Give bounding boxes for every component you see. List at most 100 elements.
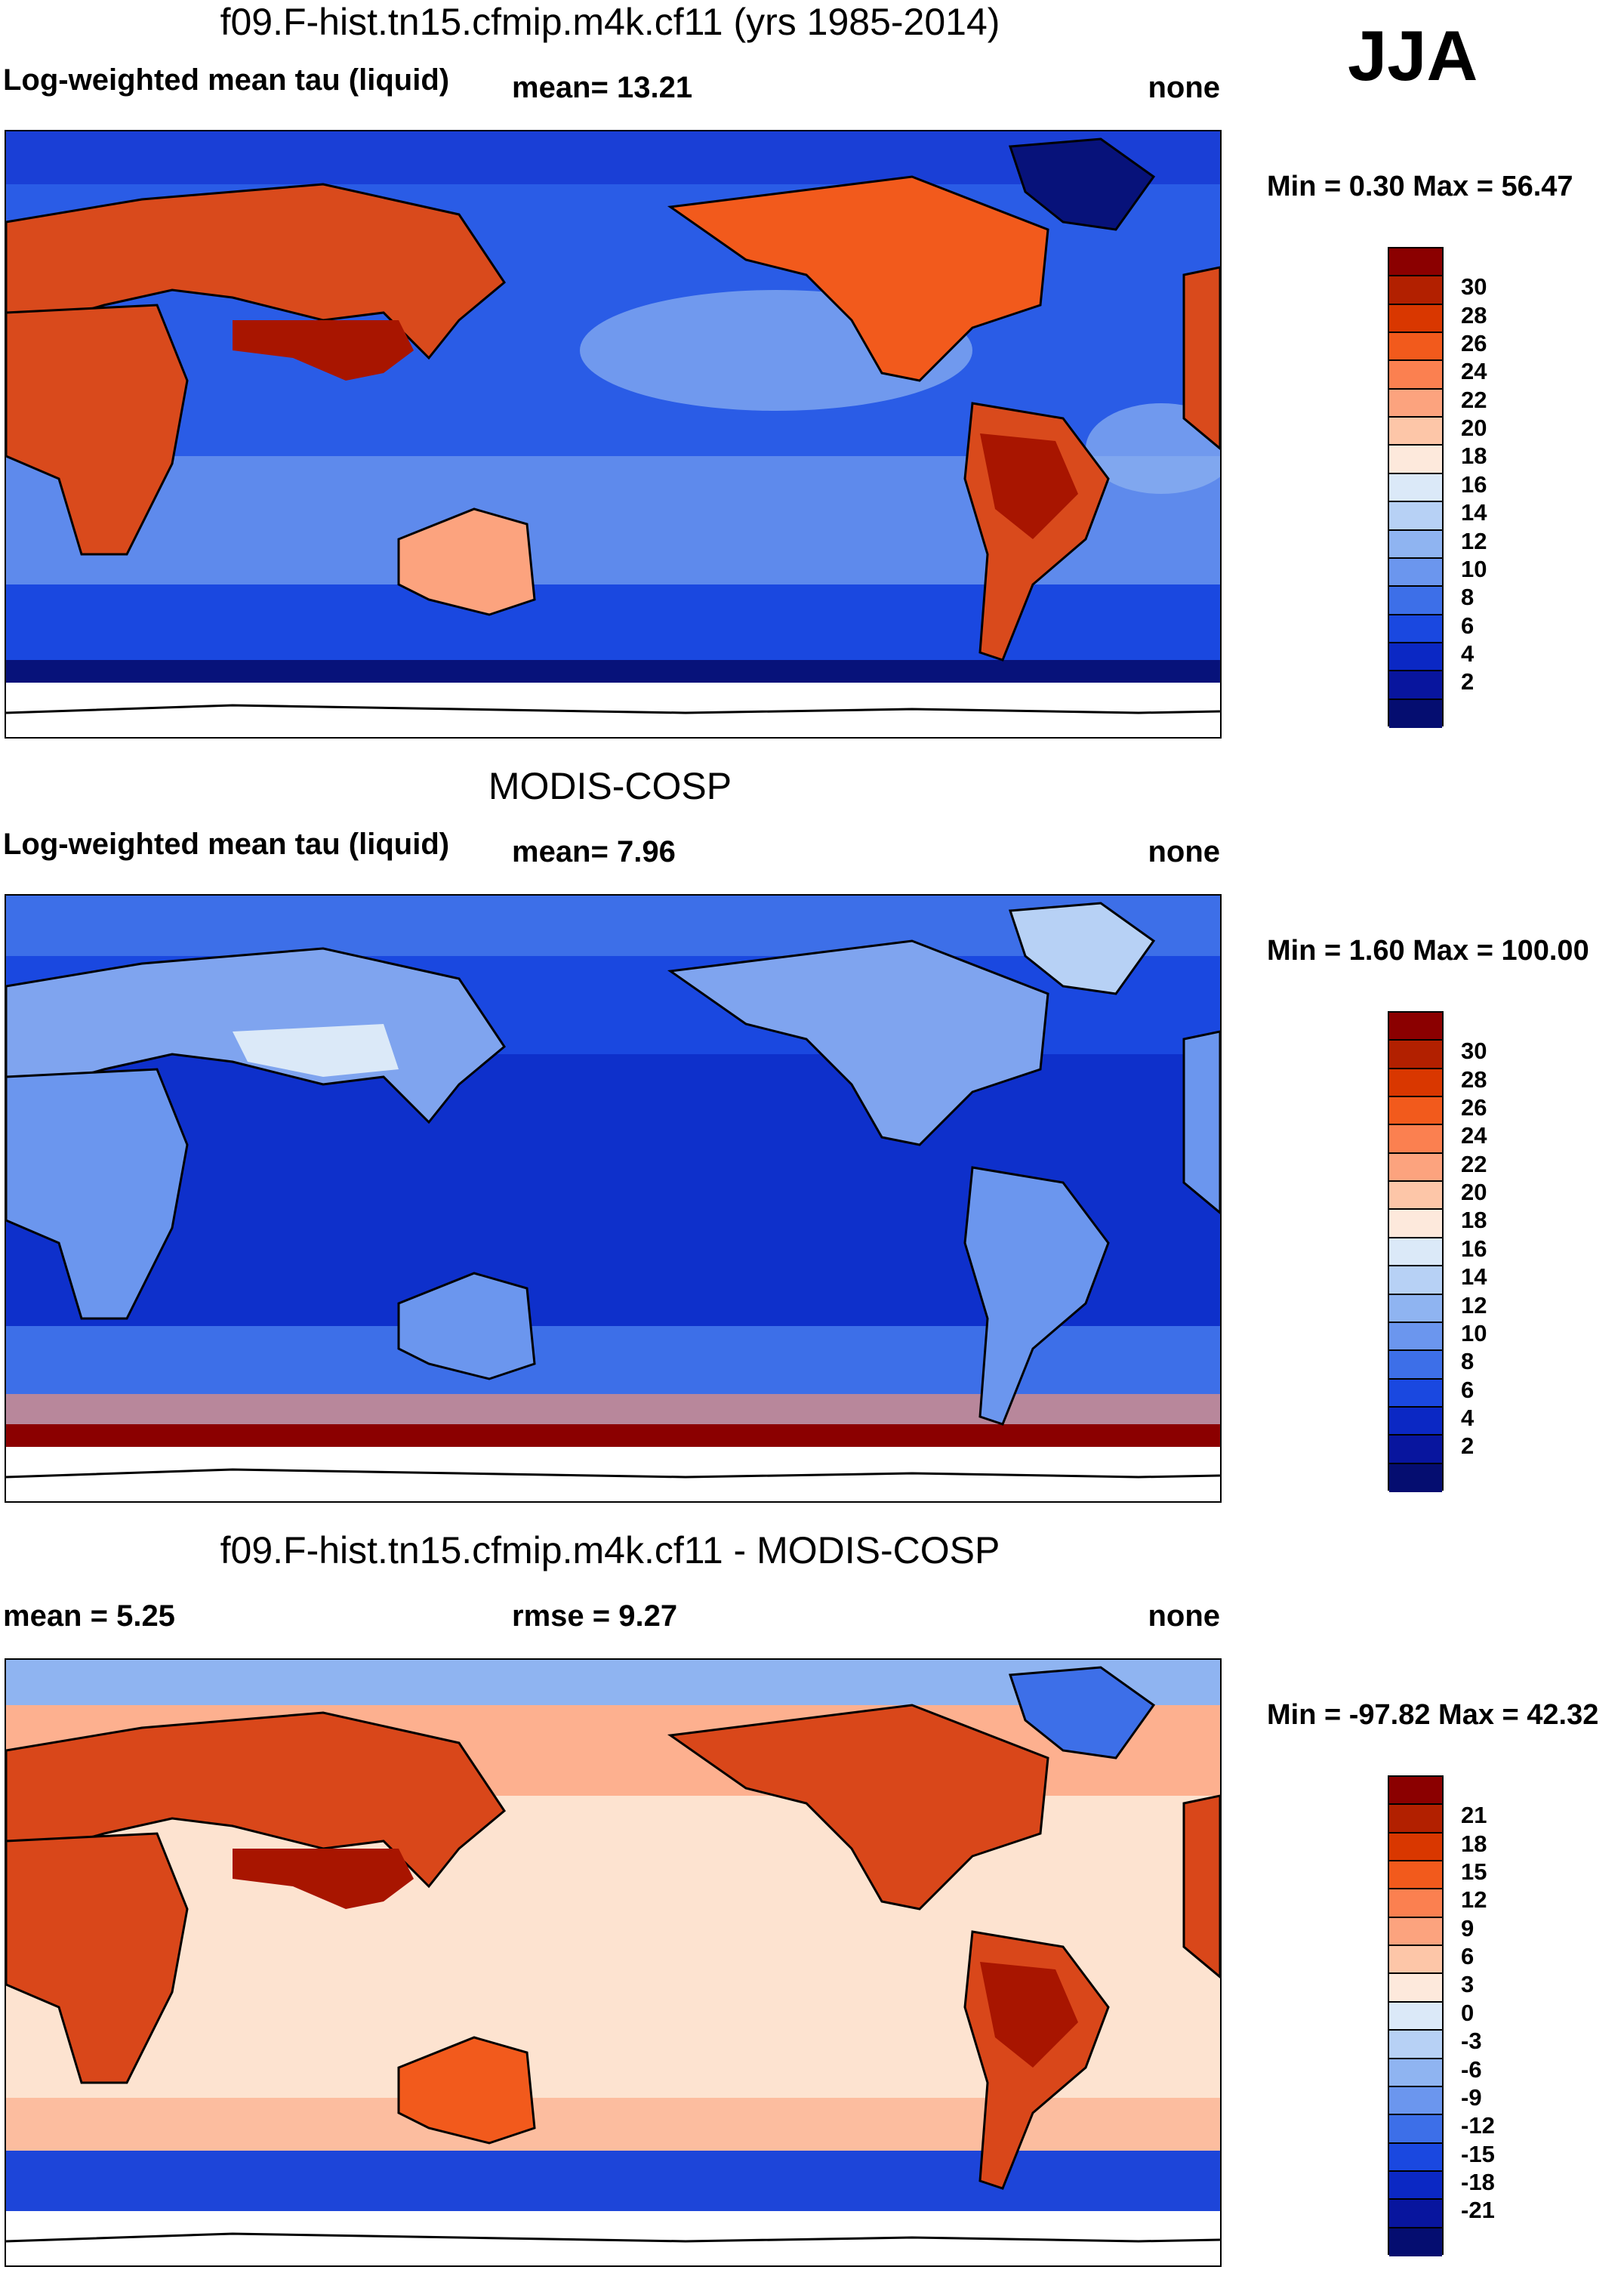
north-america (667, 1704, 1049, 1911)
colorbar-tick-label: -18 (1461, 2168, 1495, 2195)
australia (397, 2036, 536, 2145)
south-america (963, 1166, 1110, 1426)
colorbar-swatch (1389, 248, 1442, 277)
north-america (667, 939, 1049, 1146)
colorbar-swatch (1389, 389, 1442, 418)
colorbar-swatch (1389, 699, 1442, 728)
colorbar-swatch (1389, 1833, 1442, 1862)
colorbar-swatch (1389, 1069, 1442, 1098)
colorbar-swatch (1389, 1946, 1442, 1975)
colorbar-tick-label: -3 (1461, 2028, 1482, 2055)
africa-west-edge (1182, 1030, 1220, 1214)
colorbar-swatch (1389, 1889, 1442, 1918)
colorbar-tick-label: 30 (1461, 273, 1487, 301)
diff-map-svg (6, 1660, 1220, 2265)
colorbar-tick-label: 22 (1461, 1150, 1487, 1177)
colorbar-tick-label: 18 (1461, 1830, 1487, 1857)
colorbar-tick-label: 21 (1461, 1802, 1487, 1829)
antarctica-coast (6, 704, 1220, 714)
colorbar-tick-label: 8 (1461, 584, 1475, 611)
colorbar-swatch (1389, 671, 1442, 700)
obs-map-svg (6, 896, 1220, 1501)
colorbar-swatch (1389, 2228, 1442, 2256)
colorbar-tick-label: -9 (1461, 2083, 1482, 2111)
colorbar-swatch (1389, 1153, 1442, 1183)
colorbar-swatch (1389, 1407, 1442, 1436)
colorbar-swatch (1389, 1210, 1442, 1238)
colorbar-swatch (1389, 1917, 1442, 1947)
colorbar-swatch (1389, 446, 1442, 474)
atlantic-stratus (1086, 403, 1220, 494)
colorbar-tick-label: 18 (1461, 443, 1487, 470)
australia (397, 1272, 536, 1380)
colorbar-swatch (1389, 530, 1442, 559)
colorbar-swatch (1389, 1974, 1442, 2003)
colorbar-swatch (1389, 1266, 1442, 1295)
colorbar-tick-label: 12 (1461, 527, 1487, 554)
colorbar-tick-label: 8 (1461, 1348, 1475, 1375)
colorbar-swatch (1389, 587, 1442, 615)
south-asia (233, 320, 414, 381)
amazon (980, 433, 1078, 539)
africa (6, 304, 189, 556)
panel-model-map (5, 130, 1222, 739)
southern-ocean-negative (6, 2151, 1220, 2211)
colorbar-tick-label: 26 (1461, 1094, 1487, 1121)
colorbar-tick-label: 30 (1461, 1038, 1487, 1065)
colorbar-swatch (1389, 615, 1442, 643)
colorbar-tick-label: -15 (1461, 2140, 1495, 2167)
colorbar-tick-label: 6 (1461, 1376, 1475, 1403)
colorbar-tick-label: 16 (1461, 470, 1487, 498)
colorbar-tick-label: -21 (1461, 2197, 1495, 2224)
panel-model-minmax: Min = 0.30 Max = 56.47 (1267, 171, 1573, 202)
colorbar-swatch (1389, 1013, 1442, 1041)
africa (6, 1068, 189, 1320)
panel-diff-map (5, 1658, 1222, 2267)
south-asia (233, 1849, 414, 1909)
colorbar-tick-label: 14 (1461, 499, 1487, 526)
panel-obs-left-label: Log-weighted mean tau (liquid) (3, 828, 450, 861)
season-label: JJA (1348, 16, 1478, 95)
colorbar-tick-label: 12 (1461, 1886, 1487, 1914)
colorbar-swatch (1389, 2115, 1442, 2144)
colorbar-swatch (1389, 643, 1442, 672)
colorbar-swatch (1389, 1041, 1442, 1069)
antarctic-edge (6, 660, 1220, 683)
antarctica-missing (6, 683, 1220, 737)
colorbar-tick-label: 18 (1461, 1207, 1487, 1234)
colorbar-swatch (1389, 2086, 1442, 2116)
greenland (1008, 1666, 1156, 1759)
panel-obs-title: MODIS-COSP (488, 765, 732, 807)
colorbar-tick-label: 28 (1461, 1066, 1487, 1093)
panel-obs-units: none (1148, 835, 1220, 868)
colorbar-swatch (1389, 304, 1442, 334)
colorbar-swatch (1389, 1379, 1442, 1408)
antarctica-missing (6, 1447, 1220, 1501)
colorbar-swatch (1389, 1436, 1442, 1464)
colorbar-swatch (1389, 1322, 1442, 1352)
colorbar-tick-label: 2 (1461, 668, 1475, 695)
colorbar-swatch (1389, 1805, 1442, 1834)
colorbar-swatch (1389, 1125, 1442, 1154)
colorbar-tick-label: 10 (1461, 1319, 1487, 1346)
colorbar-swatch (1389, 276, 1442, 305)
model-map-svg (6, 131, 1220, 737)
colorbar-swatch (1389, 1294, 1442, 1323)
africa-west-edge (1182, 1794, 1220, 1978)
panel-model-title: f09.F-hist.tn15.cfmip.m4k.cf11 (yrs 1985… (220, 1, 1000, 43)
tibet (233, 1024, 399, 1077)
panel-obs-map (5, 894, 1222, 1503)
colorbar-swatch (1389, 2200, 1442, 2228)
panel-diff-title: f09.F-hist.tn15.cfmip.m4k.cf11 - MODIS-C… (220, 1529, 1000, 1571)
colorbar-tick-label: 28 (1461, 301, 1487, 328)
colorbar-tick-label: 9 (1461, 1914, 1475, 1941)
colorbar-swatch (1389, 1238, 1442, 1267)
panel-diff-units: none (1148, 1599, 1220, 1633)
antarctica-coast (6, 1468, 1220, 1479)
southern-ocean-edge (6, 1394, 1220, 1424)
africa-west-edge (1182, 266, 1220, 450)
colorbar-swatch (1389, 473, 1442, 503)
panel-diff-rmse: rmse = 9.27 (512, 1599, 678, 1633)
colorbar-swatch (1389, 1777, 1442, 1806)
greenland (1008, 902, 1156, 995)
